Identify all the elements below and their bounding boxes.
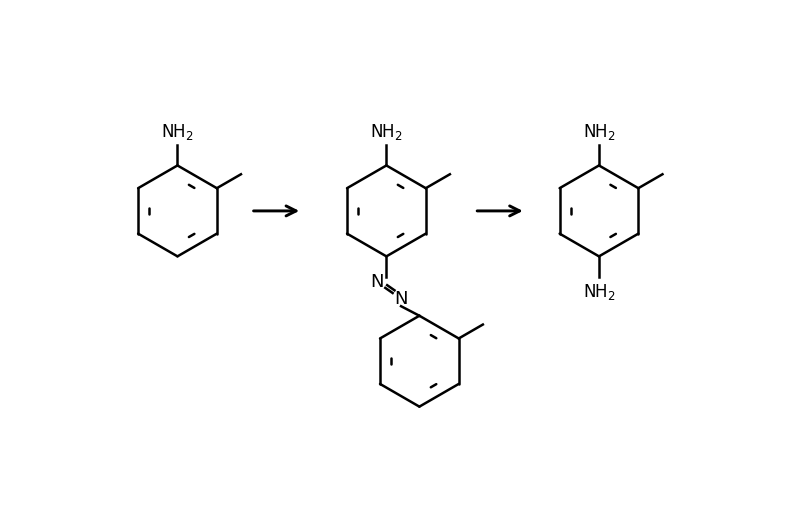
Text: NH$_2$: NH$_2$ <box>161 122 194 142</box>
Text: NH$_2$: NH$_2$ <box>582 122 614 142</box>
Text: NH$_2$: NH$_2$ <box>582 282 614 302</box>
Text: NH$_2$: NH$_2$ <box>369 122 402 142</box>
Text: N: N <box>369 273 383 291</box>
Text: N: N <box>393 290 407 308</box>
